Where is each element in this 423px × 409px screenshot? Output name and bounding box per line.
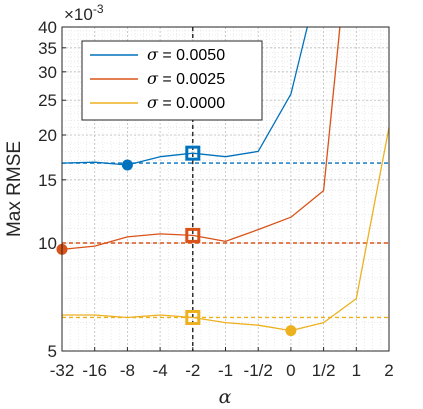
y-axis-label: Max RMSE xyxy=(4,141,25,237)
series-2-line xyxy=(61,26,341,251)
x-tick-label: 0 xyxy=(286,361,295,380)
x-tick-label: 1 xyxy=(352,361,361,380)
series-markers xyxy=(56,145,297,337)
y-tick-labels: 5 10 15 20 25 30 35 40 xyxy=(38,18,57,361)
legend-symbol: σ xyxy=(147,69,159,88)
y-tick-label: 20 xyxy=(38,126,57,145)
series-lines xyxy=(61,26,390,332)
x-tick-label: -4 xyxy=(153,361,168,380)
plot-frame xyxy=(61,26,390,352)
legend-entry-2: σ = 0.0025 xyxy=(147,69,225,88)
y-tick-label: 35 xyxy=(38,39,57,58)
x-tick-label: -1/2 xyxy=(244,361,273,380)
series-1-line xyxy=(61,26,308,166)
x-axis-label: α xyxy=(219,386,232,408)
series-3-selected-point xyxy=(185,309,201,325)
series-1-minimum-point xyxy=(121,159,133,171)
y-multiplier: ×10-3 xyxy=(64,2,104,24)
x-tick-label: -32 xyxy=(50,361,75,380)
legend-value: = 0.0000 xyxy=(158,95,225,112)
series-2-selected-point xyxy=(185,227,201,243)
legend-symbol: σ xyxy=(147,93,159,112)
legend-symbol: σ xyxy=(147,45,159,64)
legend-box xyxy=(81,40,263,121)
series-1-selected-point xyxy=(185,145,201,161)
legend-value: = 0.0025 xyxy=(158,71,225,88)
y-multiplier-exponent: -3 xyxy=(93,2,104,16)
legend-entry-1: σ = 0.0050 xyxy=(147,45,225,64)
y-tick-label: 10 xyxy=(38,234,57,253)
y-tick-label: 30 xyxy=(38,63,57,82)
y-multiplier-base: ×10 xyxy=(64,5,93,24)
legend-entry-3: σ = 0.0000 xyxy=(147,93,225,112)
x-tick-label: -8 xyxy=(120,361,135,380)
x-tick-label: -2 xyxy=(185,361,200,380)
legend-value: = 0.0050 xyxy=(158,47,225,64)
x-tick-label: -16 xyxy=(82,361,107,380)
x-tick-labels: -32 -16 -8 -4 -2 -1 -1/2 0 1/2 1 2 xyxy=(50,361,394,380)
y-tick-label: 15 xyxy=(38,171,57,190)
y-tick-label: 40 xyxy=(38,18,57,37)
series-3-minimum-point xyxy=(285,325,297,337)
baseline-lines xyxy=(62,162,389,319)
y-tick-label: 5 xyxy=(48,342,57,361)
series-3-line xyxy=(62,127,390,332)
x-tick-label: 1/2 xyxy=(312,361,336,380)
x-tick-label: 2 xyxy=(384,361,393,380)
y-tick-label: 25 xyxy=(38,91,57,110)
x-tick-label: -1 xyxy=(218,361,233,380)
